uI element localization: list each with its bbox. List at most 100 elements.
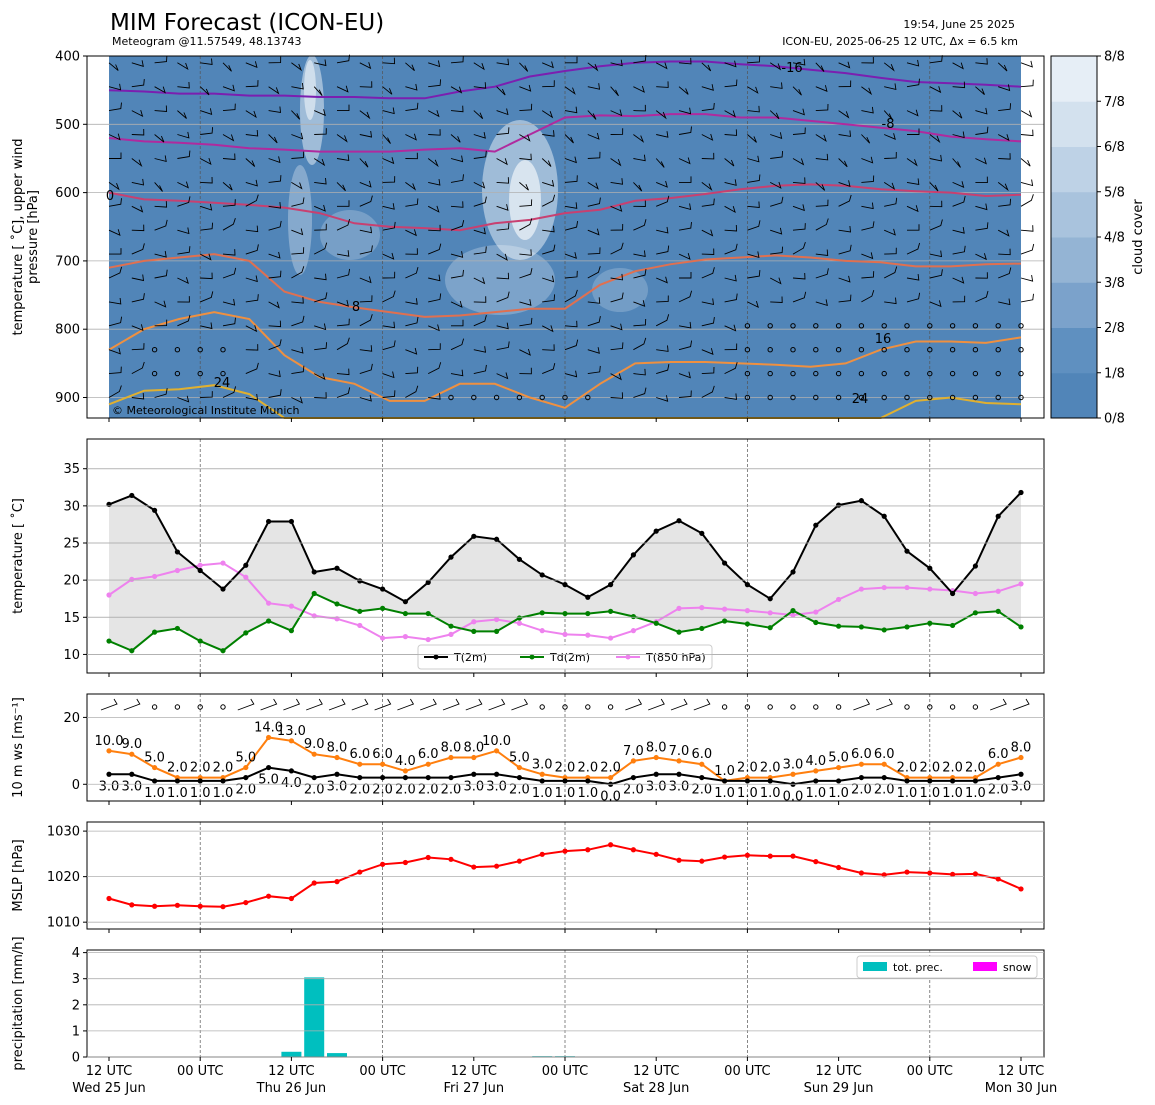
wind-barb	[906, 59, 920, 67]
wind-barb	[473, 110, 484, 120]
wind-barb	[291, 197, 305, 207]
wind-barb-calm	[448, 394, 454, 401]
wind-barb	[906, 158, 918, 167]
gust-label: 3.0	[532, 757, 553, 772]
mslp-point	[927, 870, 933, 876]
mean-wind-label: 2.0	[441, 783, 462, 798]
wind-barb	[952, 245, 966, 255]
wind-panel: 10.09.05.02.0 2.0 2.05.014.013.09.0 8.0 6.0 6…	[11, 693, 1045, 805]
wind-barb-calm	[562, 394, 568, 401]
y-tick-label: 20	[63, 711, 80, 726]
wind-barb	[906, 274, 920, 281]
wind-barb	[929, 86, 942, 94]
wind-barb	[428, 393, 441, 400]
t2m-point	[425, 579, 431, 585]
y-tick-label: 20	[63, 574, 80, 589]
wind-barb	[701, 152, 715, 160]
surface-wind-calm	[949, 704, 956, 710]
wind-barb	[382, 86, 393, 95]
wind-barb	[633, 182, 643, 192]
surface-wind-calm	[539, 704, 545, 710]
mslp-point	[790, 853, 796, 859]
wind-barb	[313, 373, 326, 381]
wind-barb	[268, 389, 282, 398]
wind-barb	[245, 225, 259, 233]
mean-wind-point	[152, 778, 158, 784]
mean-wind-label: 2.0	[988, 783, 1009, 798]
wind-barb	[633, 337, 647, 351]
gust-point	[311, 751, 317, 757]
t850-point	[722, 606, 728, 612]
t2m-point	[243, 562, 249, 568]
wind-barb	[473, 196, 487, 207]
wind-barb	[496, 86, 506, 96]
wind-barb	[747, 270, 761, 279]
gust-point	[334, 754, 340, 761]
wind-barb-calm	[790, 323, 796, 329]
gust-label: 2.0	[737, 761, 758, 776]
wind-barb-calm	[151, 370, 158, 377]
wind-barb	[405, 347, 418, 355]
gust-point	[516, 764, 523, 771]
wind-barb	[405, 385, 419, 398]
wind-barb	[222, 62, 232, 72]
y-tick-label: 1020	[47, 870, 80, 885]
wind-barb	[542, 180, 555, 187]
legend-box	[417, 644, 713, 670]
wind-barb	[656, 180, 668, 188]
t2m-point	[516, 556, 523, 562]
gust-label: 2.0	[942, 761, 963, 776]
wind-barb	[587, 110, 597, 120]
wind-barb-calm	[174, 370, 181, 377]
wind-barb	[747, 105, 760, 113]
surface-wind-barb	[237, 698, 255, 711]
wind-barb	[587, 151, 601, 159]
wind-barb	[154, 269, 168, 279]
wind-barb	[131, 392, 145, 400]
wind-barb	[542, 344, 555, 351]
t850-point	[471, 619, 477, 625]
wind-barb	[268, 156, 281, 164]
wind-barb	[656, 364, 670, 375]
t850-point	[106, 592, 112, 598]
t2m-point	[266, 518, 272, 525]
y-axis-label: precipitation [mm/h]	[11, 936, 26, 1070]
surface-wind-calm	[835, 704, 842, 710]
wind-barb	[792, 272, 806, 280]
wind-barb	[291, 62, 303, 72]
surface-wind-barb	[100, 698, 118, 711]
wind-barb	[838, 180, 851, 187]
mslp-point	[813, 859, 819, 865]
wind-barb	[450, 251, 464, 258]
wind-barb	[1020, 158, 1031, 167]
wind-barb	[815, 249, 829, 257]
gust-label: 2.0	[897, 761, 918, 776]
wind-barb	[770, 150, 784, 159]
wind-barb	[428, 343, 441, 351]
wind-barb	[222, 134, 235, 142]
wind-barb	[177, 227, 190, 235]
t2m-point	[562, 582, 568, 588]
colorbar-level	[1051, 146, 1097, 193]
t2m-point	[972, 563, 979, 569]
mslp-point	[516, 858, 523, 864]
isotherm-line	[108, 311, 1022, 409]
wind-barb	[952, 62, 964, 70]
gust-label: 3.0	[783, 757, 804, 772]
mslp-point	[243, 899, 249, 906]
wind-barb	[177, 62, 189, 71]
mslp-point	[630, 847, 637, 853]
wind-barb-calm	[493, 394, 500, 401]
gust-label: 2.0	[577, 761, 598, 776]
wind-barb	[336, 85, 349, 93]
wind-barb	[610, 109, 623, 117]
x-tick-label: 12 UTC	[998, 1064, 1044, 1079]
mean-wind-point	[881, 774, 887, 781]
wind-barb	[473, 346, 487, 353]
wind-barb	[313, 158, 326, 167]
wind-barb	[336, 54, 350, 64]
wind-barb-calm	[835, 370, 842, 377]
wind-barb-calm	[220, 346, 226, 353]
wind-barb	[473, 296, 487, 303]
wind-barb	[314, 109, 326, 117]
